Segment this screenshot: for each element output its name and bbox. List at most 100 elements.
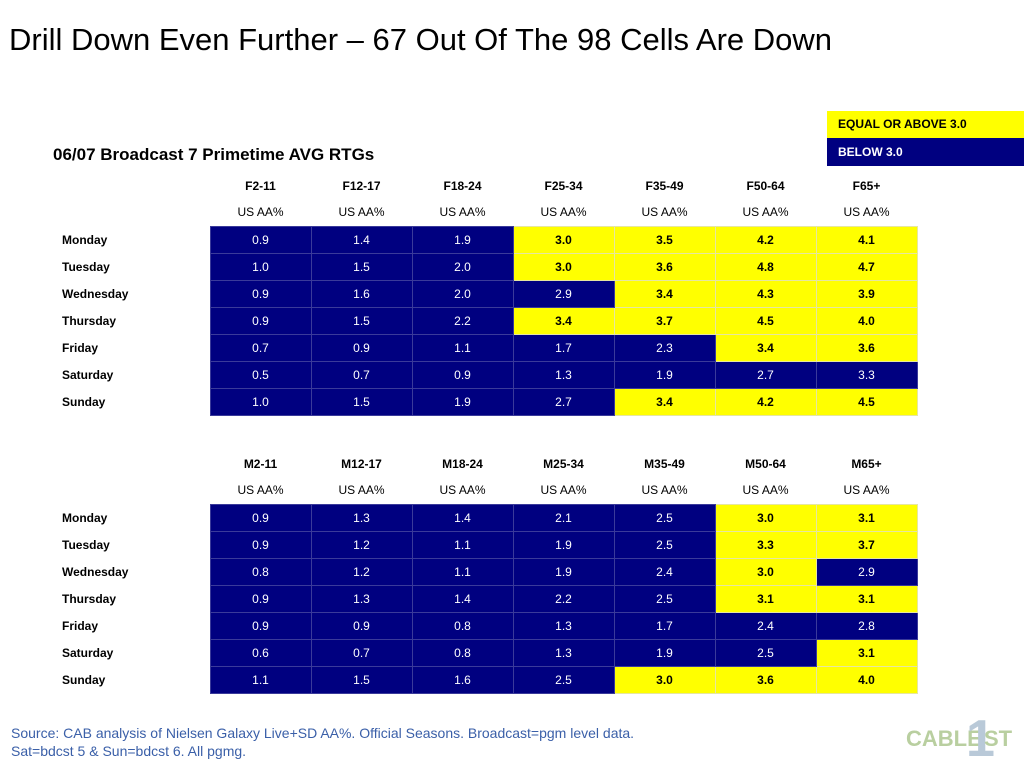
rating-cell: 0.9 [209,584,312,613]
rating-cell: 1.3 [512,638,615,667]
column-subheader: US AA% [540,205,587,220]
rating-cell: 0.9 [209,279,312,308]
rating-cell: 2.7 [714,360,817,389]
rating-cell: 0.7 [310,360,413,389]
row-label: Monday [62,510,108,525]
source-line-2: Sat=bdcst 5 & Sun=bdcst 6. All pgmg. [11,743,247,759]
rating-cell: 1.6 [411,665,514,694]
table-row: Tuesday 0.9 1.2 1.1 1.9 2.5 3.3 3.7 [55,530,918,559]
table-row: Monday 0.9 1.3 1.4 2.1 2.5 3.0 3.1 [55,503,918,532]
rating-cell: 1.9 [411,387,514,416]
rating-cell: 2.4 [613,557,716,586]
rating-cell: 3.4 [512,306,615,335]
row-label: Friday [62,340,99,355]
row-label: Wednesday [62,286,129,301]
column-header: M65+ [851,456,882,471]
rating-cell: 1.7 [512,333,615,362]
rating-cell: 2.2 [411,306,514,335]
table-row: Friday 0.9 0.9 0.8 1.3 1.7 2.4 2.8 [55,611,918,640]
rating-cell: 1.0 [209,252,312,281]
row-label: Tuesday [62,537,110,552]
rating-cell: 0.9 [310,611,413,640]
column-header: F12-17 [342,178,381,193]
row-label: Tuesday [62,259,110,274]
rating-cell: 4.0 [815,665,918,694]
table-row: Thursday 0.9 1.3 1.4 2.2 2.5 3.1 3.1 [55,584,918,613]
logo-number: 1 [966,710,995,764]
rating-cell: 3.0 [512,225,615,254]
rating-cell: 1.4 [310,225,413,254]
cable-1st-logo: CABLE 1 ST [906,710,1013,764]
table-row: Wednesday 0.8 1.2 1.1 1.9 2.4 3.0 2.9 [55,557,918,586]
rating-cell: 1.3 [512,360,615,389]
rating-cell: 1.9 [411,225,514,254]
rating-cell: 3.7 [613,306,716,335]
rating-cell: 2.5 [613,503,716,532]
rating-cell: 1.6 [310,279,413,308]
rating-cell: 0.9 [310,333,413,362]
rating-cell: 2.7 [512,387,615,416]
row-label: Thursday [62,313,117,328]
column-header: M50-64 [745,456,786,471]
rating-cell: 4.0 [815,306,918,335]
rating-cell: 3.9 [815,279,918,308]
column-subheader: US AA% [641,205,688,220]
rating-cell: 1.5 [310,387,413,416]
rating-cell: 0.9 [209,503,312,532]
table-row: Thursday 0.9 1.5 2.2 3.4 3.7 4.5 4.0 [55,306,918,335]
column-header: M12-17 [341,456,382,471]
rating-cell: 3.0 [613,665,716,694]
rating-cell: 1.4 [411,584,514,613]
male-ratings-table: M2-11 M12-17 M18-24 M25-34 M35-49 M50-64 M65+ U… [55,450,918,694]
column-subheader: US AA% [742,205,789,220]
rating-cell: 4.3 [714,279,817,308]
rating-cell: 4.7 [815,252,918,281]
rating-cell: 2.0 [411,279,514,308]
rating-cell: 1.9 [613,360,716,389]
row-label: Monday [62,232,108,247]
rating-cell: 3.0 [714,503,817,532]
rating-cell: 1.3 [512,611,615,640]
header-blank [55,450,210,477]
table-row: Wednesday 0.9 1.6 2.0 2.9 3.4 4.3 3.9 [55,279,918,308]
table-row: Monday 0.9 1.4 1.9 3.0 3.5 4.2 4.1 [55,225,918,254]
column-header: F50-64 [746,178,785,193]
row-label: Saturday [62,645,114,660]
rating-cell: 3.3 [815,360,918,389]
rating-cell: 3.6 [815,333,918,362]
rating-cell: 2.5 [714,638,817,667]
column-header: M35-49 [644,456,685,471]
rating-cell: 0.8 [411,638,514,667]
female-ratings-table: F2-11 F12-17 F18-24 F25-34 F35-49 F50-64 F65+ U… [55,172,918,416]
column-header: F25-34 [544,178,583,193]
rating-cell: 3.6 [613,252,716,281]
header-blank [55,172,210,199]
legend-above: EQUAL OR ABOVE 3.0 [827,111,1024,138]
subheader-blank [55,199,210,226]
rating-cell: 0.7 [209,333,312,362]
rating-cell: 0.9 [209,225,312,254]
rating-cell: 4.5 [714,306,817,335]
rating-cell: 1.3 [310,503,413,532]
table-row: Tuesday 1.0 1.5 2.0 3.0 3.6 4.8 4.7 [55,252,918,281]
rating-cell: 2.5 [613,584,716,613]
row-label: Sunday [62,394,106,409]
rating-cell: 1.7 [613,611,716,640]
rating-cell: 2.5 [512,665,615,694]
subheader-blank [55,477,210,504]
column-subheader: US AA% [641,483,688,498]
row-label: Wednesday [62,564,129,579]
rating-cell: 3.0 [512,252,615,281]
rating-cell: 1.5 [310,252,413,281]
rating-cell: 2.2 [512,584,615,613]
source-line-1: Source: CAB analysis of Nielsen Galaxy L… [11,725,635,741]
rating-cell: 0.9 [209,306,312,335]
rating-cell: 4.5 [815,387,918,416]
rating-cell: 1.3 [310,584,413,613]
column-subheader: US AA% [237,483,284,498]
rating-cell: 3.0 [714,557,817,586]
rating-cell: 4.8 [714,252,817,281]
rating-cell: 0.8 [209,557,312,586]
rating-cell: 3.1 [815,638,918,667]
table-row: Saturday 0.5 0.7 0.9 1.3 1.9 2.7 3.3 [55,360,918,389]
